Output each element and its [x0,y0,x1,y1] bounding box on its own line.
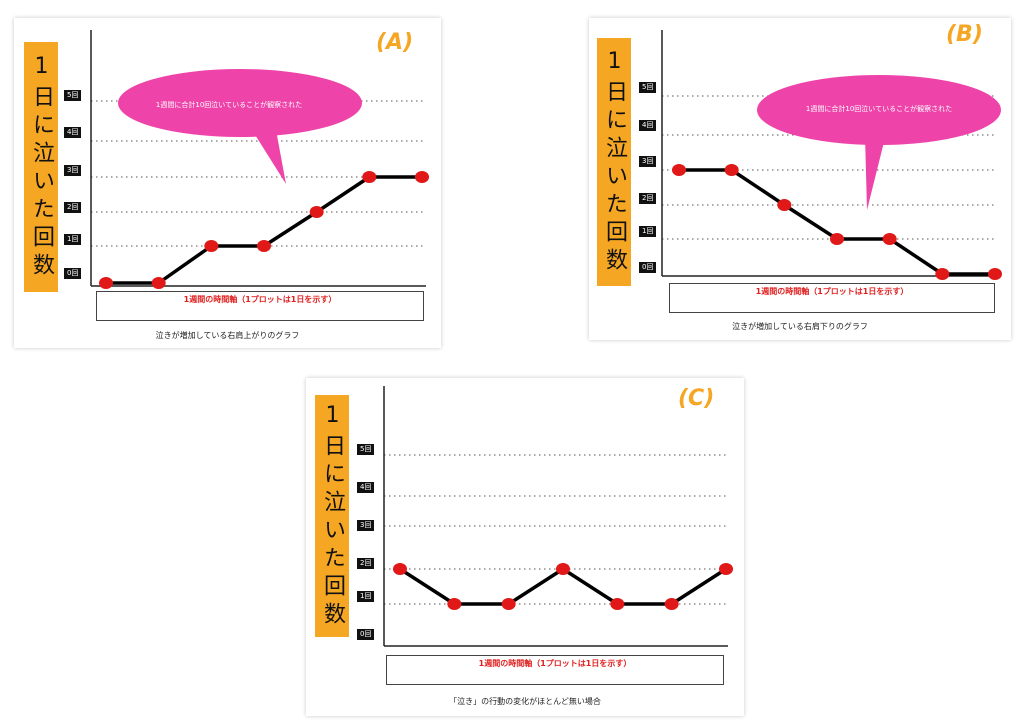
chart-b-data-point-6 [935,268,950,280]
chart-b-tick-4: 4回 [639,120,657,131]
chart-a-tick-1: 1回 [64,234,82,245]
chart-a-tick-4: 4回 [64,127,82,138]
chart-a-data-point-1 [99,277,113,289]
chart-c-tick-1: 1回 [357,591,375,602]
chart-a-x-axis-label: 1週間の時間軸（1プロットは1日を示す） [183,295,337,304]
chart-c-data-point-2 [447,598,462,610]
chart-a-data-point-6 [362,171,377,183]
chart-a-annotation-bubble [118,69,362,137]
chart-a-tick-2: 2回 [64,202,82,213]
chart-b-data-point-5 [882,233,897,245]
chart-b-annotation-bubble [757,75,1001,145]
chart-b-tick-0: 0回 [639,262,657,273]
chart-c-plot [383,386,733,647]
chart-b-plot [661,30,1002,280]
chart-b-data-point-3 [777,199,792,211]
chart-b-data-point-1 [672,164,686,176]
chart-b-tick-2: 2回 [639,193,657,204]
chart-a-data-point-5 [309,206,324,218]
chart-c-tick-5: 5回 [357,444,375,455]
chart-b-x-axis-box: 1週間の時間軸（1プロットは1日を示す） [669,283,995,313]
chart-c-x-axis-box: 1週間の時間軸（1プロットは1日を示す） [386,655,724,685]
chart-a-data-point-2 [151,277,166,289]
chart-b-data-point-2 [724,164,739,176]
chart-b-annotation: 1週間に合計10回泣いていることが観察された [805,105,953,113]
chart-a-series-line [106,175,422,285]
chart-a-data-point-7 [415,171,429,183]
chart-a-data-point-3 [204,240,219,252]
chart-a-y-axis-title: 1日に泣いた回数 [24,42,58,292]
chart-a-tick-0: 0回 [64,268,82,279]
chart-c-data-point-7 [719,563,733,575]
chart-b-y-axis-title: 1日に泣いた回数 [597,38,631,286]
chart-b-series-line [679,168,995,276]
chart-c-data-point-6 [664,598,679,610]
chart-c-tick-2: 2回 [357,558,375,569]
chart-a-tick-5: 5回 [64,90,82,101]
chart-c-data-point-3 [501,598,516,610]
chart-c-x-axis-label: 1週間の時間軸（1プロットは1日を示す） [478,659,632,668]
chart-panel-c: 1日に泣いた回数 (C) 5回 4回 3回 2回 1回 0回 1週間の時間軸（1… [306,378,744,716]
chart-b-tick-3: 3回 [639,156,657,167]
chart-c-panel-label: (C) [678,386,715,411]
chart-c-data-point-5 [610,598,625,610]
chart-c-caption: 「泣き」の行動の変化がほとんど無い場合 [449,697,601,706]
chart-panel-b: 1日に泣いた回数 (B) 5回 4回 3回 2回 1回 0回 1週間に合計10回… [589,18,1011,340]
chart-c-tick-0: 0回 [357,629,375,640]
chart-a-tick-3: 3回 [64,165,82,176]
chart-b-tick-1: 1回 [639,226,657,237]
chart-c-data-point-4 [556,563,570,575]
chart-a-x-axis-box: 1週間の時間軸（1プロットは1日を示す） [96,291,424,321]
chart-a-annotation: 1週間に合計10回泣いていることが観察された [155,101,303,109]
chart-b-data-point-4 [830,233,844,245]
chart-c-data-point-1 [393,563,407,575]
chart-b-annotation-pointer [865,136,885,210]
chart-b-data-point-7 [988,268,1002,280]
chart-a-annotation-pointer [252,130,286,184]
chart-b-tick-5: 5回 [639,82,657,93]
chart-b-x-axis-label: 1週間の時間軸（1プロットは1日を示す） [755,287,909,296]
chart-panel-a: 1日に泣いた回数 (A) 5回 4回 3回 2回 1回 0回 1週間に合計10回… [14,18,441,348]
chart-a-data-point-4 [257,240,271,252]
chart-c-tick-4: 4回 [357,482,375,493]
chart-b-caption: 泣きが増加している右肩下りのグラフ [732,322,868,331]
chart-a-panel-label: (A) [376,30,414,55]
chart-c-tick-3: 3回 [357,520,375,531]
chart-c-y-axis-title: 1日に泣いた回数 [315,395,349,637]
chart-a-caption: 泣きが増加している右肩上がりのグラフ [155,331,300,340]
chart-b-panel-label: (B) [946,22,983,47]
chart-a-plot [90,30,429,289]
